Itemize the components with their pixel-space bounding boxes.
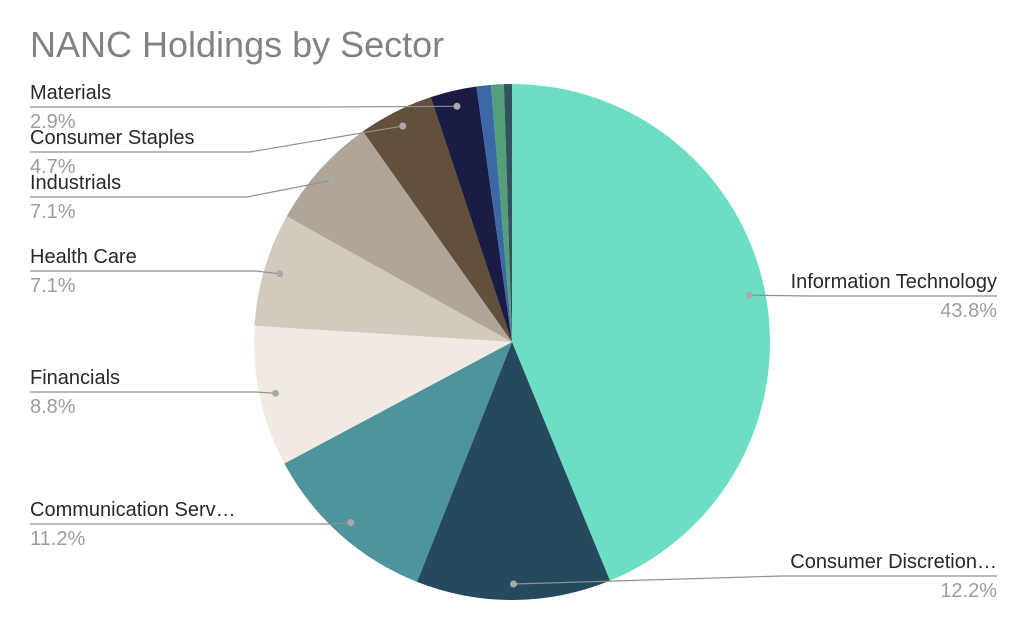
pie-slice-communication-serv[interactable] [284,342,512,582]
slice-label-communication-serv: Communication Serv… [30,499,236,521]
leader-dot [276,270,284,278]
pie-slice-materials[interactable] [430,86,512,343]
leader-line [749,294,997,297]
leader-line [30,391,276,394]
leader-line [30,125,403,153]
leader-dot [453,102,461,110]
slice-pct-information-technology: 43.8% [940,300,997,322]
slice-label-financials: Financials [30,367,121,389]
leader-dot [510,580,517,588]
pie-slice-industrials[interactable] [286,131,512,342]
pie-slice-unlabeled-8[interactable] [476,84,512,343]
leader-dot [347,519,355,526]
slice-label-industrials: Industrials [30,172,122,194]
leader-dot [399,122,407,130]
slice-label-materials: Materials [30,82,112,104]
leader-dot [272,389,279,397]
leader-line [513,575,997,585]
leader-line [30,270,280,275]
leader-line [30,105,458,108]
slice-label-consumer-staples: Consumer Staples [30,127,195,149]
slice-pct-financials: 8.8% [30,396,76,418]
pie-slice-health-care[interactable] [254,216,512,342]
pie-slice-unlabeled-9[interactable] [490,84,512,342]
slice-label-consumer-discretion: Consumer Discretion… [790,551,997,573]
leader-dot [745,291,753,299]
pie-slice-consumer-discretion[interactable] [417,342,610,600]
pie-slice-information-technology[interactable] [512,84,770,581]
slice-pct-communication-serv: 11.2% [30,528,86,550]
chart-title: NANC Holdings by Sector [30,24,445,65]
pie-slice-financials[interactable] [254,325,512,464]
pie-slice-unlabeled-10[interactable] [503,84,512,342]
slice-pct-consumer-discretion: 12.2% [940,580,997,602]
slice-pct-industrials: 7.1% [30,201,76,223]
slice-pct-consumer-staples: 4.7% [30,156,76,178]
leader-line [30,521,351,525]
pie-slice-consumer-staples[interactable] [362,97,512,342]
slice-pct-health-care: 7.1% [30,275,76,297]
slice-label-information-technology: Information Technology [790,271,997,293]
slice-label-health-care: Health Care [30,246,137,268]
slice-pct-materials: 2.9% [30,111,76,133]
leader-line [30,179,333,198]
leader-dot [328,176,336,184]
